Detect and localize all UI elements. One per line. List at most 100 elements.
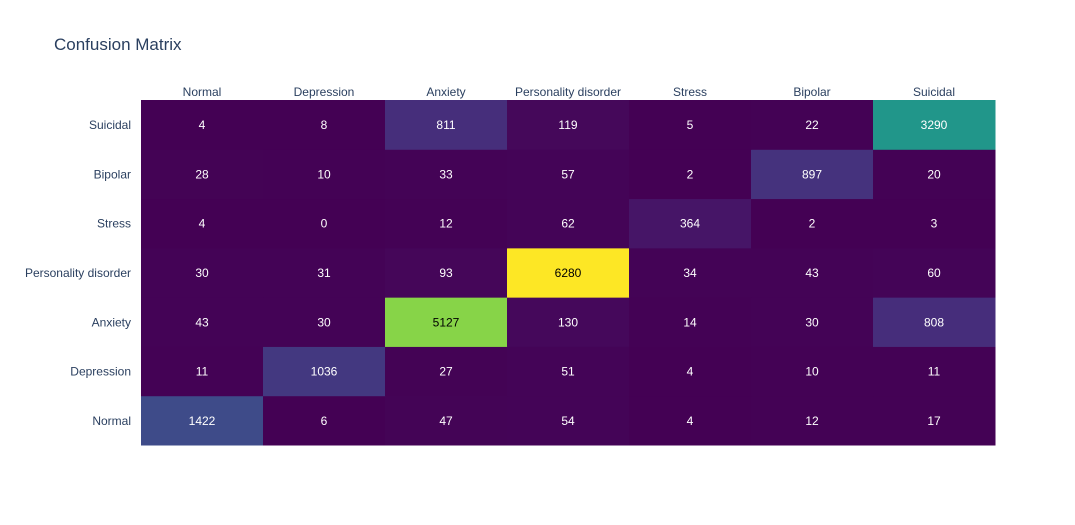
heatmap-value-label-1-2: 27 <box>439 365 453 379</box>
heatmap-cell-0-4 <box>629 395 752 446</box>
heatmap-value-label-0-1: 6 <box>321 414 328 428</box>
heatmap-value-label-6-2: 811 <box>436 118 455 132</box>
heatmap-cell-2-6 <box>873 297 996 347</box>
heatmap-value-label-5-6: 20 <box>927 167 941 181</box>
heatmap-cell-5-6 <box>873 149 996 200</box>
heatmap-cell-6-6 <box>873 100 996 150</box>
heatmap-value-label-4-0: 4 <box>199 217 206 231</box>
heatmap-value-label-3-4: 34 <box>683 266 697 280</box>
heatmap-value-label-5-3: 57 <box>561 167 575 181</box>
heatmap-value-label-3-6: 60 <box>927 266 941 280</box>
heatmap-cell-4-2 <box>385 198 508 249</box>
x-tick-label-2: Anxiety <box>426 85 465 99</box>
heatmap-cell-6-0 <box>141 100 264 150</box>
heatmap-value-label-2-4: 14 <box>683 315 697 329</box>
heatmap-value-label-2-1: 30 <box>317 315 331 329</box>
x-tick-label-5: Bipolar <box>793 85 830 99</box>
y-tick-label-3: Personality disorder <box>25 266 131 280</box>
heatmap-value-label-2-3: 130 <box>558 315 578 329</box>
heatmap-cell-6-1 <box>263 100 386 150</box>
heatmap-cell-2-4 <box>629 297 752 347</box>
heatmap-value-label-1-3: 51 <box>561 365 575 379</box>
heatmap-value-label-2-0: 43 <box>195 315 209 329</box>
heatmap-value-label-2-5: 30 <box>805 315 819 329</box>
heatmap-value-label-5-2: 33 <box>439 167 453 181</box>
heatmap-cell-1-5 <box>751 346 874 397</box>
y-axis-tick-labels: Normal Depression Anxiety Personality disor… <box>25 118 131 428</box>
heatmap-value-label-6-3: 119 <box>558 118 577 132</box>
heatmap-cell-3-4 <box>629 247 752 298</box>
heatmap-cell-2-2 <box>385 297 508 347</box>
chart-title: Confusion Matrix <box>54 35 182 54</box>
heatmap-value-label-4-2: 12 <box>439 217 453 231</box>
heatmap-cell-1-4 <box>629 346 752 397</box>
heatmap-cells <box>141 100 996 446</box>
heatmap-value-label-1-5: 10 <box>805 365 819 379</box>
heatmap-value-label-3-3: 6280 <box>555 266 582 280</box>
heatmap-value-label-6-0: 4 <box>199 118 206 132</box>
heatmap-cell-3-3 <box>507 247 630 298</box>
x-tick-label-6: Suicidal <box>913 85 955 99</box>
heatmap-value-label-4-6: 3 <box>931 217 938 231</box>
heatmap-cell-2-1 <box>263 297 386 347</box>
heatmap-cell-2-0 <box>141 297 264 347</box>
heatmap-value-label-4-4: 364 <box>680 217 700 231</box>
heatmap-cell-2-5 <box>751 297 874 347</box>
heatmap-cell-5-3 <box>507 149 630 200</box>
heatmap-value-label-1-0: 11 <box>196 365 209 379</box>
heatmap-cell-3-1 <box>263 247 386 298</box>
x-tick-label-0: Normal <box>183 85 222 99</box>
y-tick-label-1: Depression <box>70 365 131 379</box>
heatmap-cell-0-1 <box>263 395 386 446</box>
heatmap-value-label-6-4: 5 <box>687 118 694 132</box>
heatmap-cell-6-3 <box>507 100 630 150</box>
heatmap-value-label-4-5: 2 <box>809 217 816 231</box>
heatmap-value-label-4-1: 0 <box>321 217 328 231</box>
heatmap-cell-3-2 <box>385 247 508 298</box>
heatmap-value-label-0-0: 1422 <box>189 414 216 428</box>
heatmap-cell-3-5 <box>751 247 874 298</box>
heatmap-value-label-1-6: 11 <box>928 365 941 379</box>
heatmap-value-label-0-4: 4 <box>687 414 694 428</box>
heatmap-value-label-3-1: 31 <box>317 266 331 280</box>
heatmap-cell-1-1 <box>263 346 386 397</box>
y-tick-label-2: Anxiety <box>92 315 131 329</box>
heatmap-value-label-0-3: 54 <box>561 414 575 428</box>
heatmap-value-label-5-1: 10 <box>317 167 331 181</box>
heatmap-cell-5-5 <box>751 149 874 200</box>
heatmap-value-label-6-1: 8 <box>321 118 328 132</box>
heatmap-cell-1-2 <box>385 346 508 397</box>
heatmap-cell-4-1 <box>263 198 386 249</box>
heatmap-cell-4-3 <box>507 198 630 249</box>
x-tick-label-4: Stress <box>673 85 707 99</box>
heatmap-cell-5-1 <box>263 149 386 200</box>
heatmap-cell-4-5 <box>751 198 874 249</box>
heatmap-cell-0-6 <box>873 395 996 446</box>
heatmap-value-label-1-4: 4 <box>687 365 694 379</box>
heatmap-value-label-4-3: 62 <box>561 217 575 231</box>
heatmap-cell-0-2 <box>385 395 508 446</box>
heatmap-value-label-2-2: 5127 <box>433 315 460 329</box>
heatmap-cell-0-5 <box>751 395 874 446</box>
x-tick-label-1: Depression <box>294 85 355 99</box>
heatmap-cell-0-0 <box>141 395 264 446</box>
heatmap-cell-6-4 <box>629 100 752 150</box>
y-tick-label-5: Bipolar <box>94 167 131 181</box>
heatmap-value-label-3-5: 43 <box>805 266 819 280</box>
y-tick-label-4: Stress <box>97 217 131 231</box>
y-tick-label-6: Suicidal <box>89 118 131 132</box>
heatmap-value-label-0-6: 17 <box>927 414 941 428</box>
heatmap-value-label-5-5: 897 <box>802 167 822 181</box>
heatmap-value-label-2-6: 808 <box>924 315 944 329</box>
heatmap-value-label-3-0: 30 <box>195 266 209 280</box>
heatmap-cell-4-6 <box>873 198 996 249</box>
heatmap-value-label-0-2: 47 <box>439 414 453 428</box>
heatmap-value-label-5-4: 2 <box>687 167 694 181</box>
x-tick-label-3: Personality disorder <box>515 85 621 99</box>
heatmap-value-label-3-2: 93 <box>439 266 453 280</box>
heatmap-cell-1-0 <box>141 346 264 397</box>
heatmap-cell-1-3 <box>507 346 630 397</box>
heatmap-value-label-1-1: 1036 <box>311 365 338 379</box>
heatmap-cell-3-6 <box>873 247 996 298</box>
